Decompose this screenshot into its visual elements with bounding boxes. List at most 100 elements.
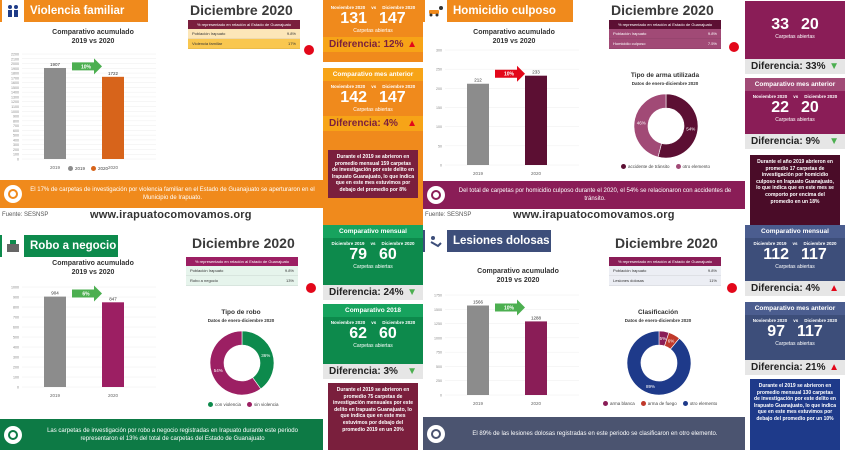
change-label: 10%: [81, 64, 92, 70]
table-header: % representado en relación al Estado de …: [609, 20, 721, 29]
bar-2019: [44, 67, 66, 159]
comparativo-title: Comparativo acumulado 2019 vs 2020: [477, 268, 559, 284]
panel-title: Violencia familiar: [30, 5, 125, 17]
bar-value-label: 233: [532, 70, 540, 75]
pie-chart: 54% 46%: [633, 93, 699, 159]
logo-icon: [4, 425, 22, 444]
x-tick-label: 2019: [50, 165, 61, 170]
pie-title: Tipo de robo: [221, 309, 261, 316]
y-tick-label: 1800: [11, 72, 19, 76]
slice-accidente-de-tránsito: [657, 93, 699, 159]
monthly-card: 33 20 Carpetas abiertas: [745, 1, 845, 59]
arrow-up-icon: ▲: [407, 118, 417, 129]
difference-badge: Diferencia: 4% ▲: [745, 281, 845, 296]
slice-label: 6%: [668, 339, 675, 344]
change-arrow: 10%: [72, 58, 102, 75]
y-tick-label: 200: [13, 366, 19, 370]
change-label: 6%: [82, 291, 90, 297]
side-column: Noviembre 2020 vs Diciembre 2020 131 147 Ca…: [323, 0, 423, 225]
table-row: Población Irapuato 9.8%: [609, 29, 721, 39]
panel-violencia-familiar: Violencia familiar Diciembre 2020 Compar…: [0, 0, 423, 225]
comparativo-title: Comparativo acumulado 2019 vs 2020: [473, 29, 555, 45]
table-row: Lesiones dolosas 11%: [609, 276, 721, 286]
difference-badge: Diferencia: 12% ▲: [323, 37, 423, 52]
note-text: Durante el 2019 se abrieron en promedio …: [750, 379, 840, 450]
arrow-up-icon: ▲: [407, 39, 417, 50]
website-link[interactable]: www.irapuatocomovamos.org: [90, 209, 252, 221]
panel-title-bar: Violencia familiar: [0, 0, 148, 22]
y-tick-label: 2000: [11, 62, 19, 66]
change-arrow: 10%: [495, 299, 525, 316]
bar-chart: 0100200300400500600700800900100011001200…: [11, 53, 156, 170]
slice-label: 54%: [686, 127, 695, 132]
bar-value-label: 847: [109, 296, 117, 301]
panel-title-bar: Homicidio culposo: [423, 0, 573, 22]
table-header: % representado en relación al Estado de …: [188, 20, 300, 29]
slice-sin-violencia: [209, 330, 262, 396]
percent-table: % representado en relación al Estado de …: [186, 257, 298, 286]
slice-con-violencia: [241, 330, 275, 390]
y-tick-label: 800: [13, 306, 19, 310]
slice-label: 36%: [261, 353, 270, 358]
bar-2020: [525, 321, 547, 395]
y-tick-label: 2200: [11, 53, 19, 57]
month-label: Diciembre 2020: [611, 2, 714, 18]
y-tick-label: 400: [13, 346, 19, 350]
pie-subtitle: Datos de enero-diciembre 2020: [624, 318, 692, 323]
y-tick-label: 1400: [11, 91, 19, 95]
y-tick-label: 1200: [11, 100, 19, 104]
y-tick-label: 300: [13, 143, 19, 147]
difference-badge: Diferencia: 4% ▲: [323, 116, 423, 131]
month-label: Diciembre 2020: [190, 2, 293, 18]
y-tick-label: 1000: [434, 336, 442, 340]
arrow-down-icon: ▼: [829, 136, 839, 147]
x-tick-label: 2020: [531, 171, 542, 176]
y-tick-label: 900: [13, 296, 19, 300]
y-tick-label: 400: [13, 138, 19, 142]
y-tick-label: 250: [436, 379, 442, 383]
percent-table: % representado en relación al Estado de …: [609, 20, 721, 49]
table-row: Población Irapuato 9.8%: [186, 266, 298, 276]
y-tick-label: 1000: [11, 286, 19, 290]
previous-month-card: Comparativo mes anterior Noviembre 2020 v…: [745, 302, 845, 360]
y-tick-label: 250: [436, 68, 442, 72]
table-row: Violencia familiar 17%: [188, 39, 300, 49]
value-curr: 147: [379, 10, 406, 27]
side-column: 33 20 Carpetas abiertas Diferencia: 33% ▼ …: [745, 0, 845, 225]
arrow-up-icon: ▲: [829, 283, 839, 294]
arrow-down-icon: ▼: [829, 61, 839, 72]
comparison-2018-card: Comparativo 2018 Noviembre 2020 vs Diciemb…: [323, 304, 423, 364]
previous-month-card: Comparativo mes anterior Noviembre 2020 v…: [745, 78, 845, 134]
slice-label: 46%: [637, 120, 646, 125]
side-column: Comparativo mensual Diciembre 2019 vs Dici…: [323, 225, 423, 450]
change-label: 10%: [504, 72, 515, 78]
bar-2019: [467, 83, 489, 165]
website-link[interactable]: www.irapuatocomovamos.org: [513, 209, 675, 221]
y-tick-label: 1250: [434, 322, 442, 326]
arrow-up-icon: ▲: [829, 362, 839, 373]
chart-legend: con violencia sin violencia: [208, 402, 279, 408]
status-dot: [306, 283, 316, 293]
x-tick-label: 2020: [531, 401, 542, 406]
y-tick-label: 300: [13, 356, 19, 360]
month-label: Diciembre 2020: [192, 235, 295, 251]
bar-chart: 0 100 200 300 400 500 600 700 800 900 1000 904 2019 8…: [11, 285, 156, 398]
bar-2019: [467, 305, 489, 395]
chart-legend: arma blanca arma de fuego otro elemento: [603, 401, 717, 407]
table-row: Población Irapuato 9.8%: [188, 29, 300, 39]
injury-icon: [425, 230, 447, 252]
comparativo-title: Comparativo acumulado 2019 vs 2020: [52, 260, 134, 276]
y-tick-label: 0: [440, 394, 442, 398]
table-header: % representado en relación al Estado de …: [186, 257, 298, 266]
x-tick-label: 2019: [50, 393, 61, 398]
panel-title: Lesiones dolosas: [453, 235, 550, 247]
y-tick-label: 1300: [11, 95, 19, 99]
summary-bar: Del total de carpetas por homicidio culp…: [423, 181, 745, 209]
difference-badge: Diferencia: 3% ▼: [323, 364, 423, 379]
status-dot: [304, 45, 314, 55]
bar-2019: [44, 296, 66, 387]
bar-value-label: 1722: [108, 71, 119, 76]
store-robbery-icon: [2, 235, 24, 257]
percent-table: % representado en relación al Estado de …: [609, 257, 721, 286]
y-tick-label: 1900: [11, 67, 19, 71]
